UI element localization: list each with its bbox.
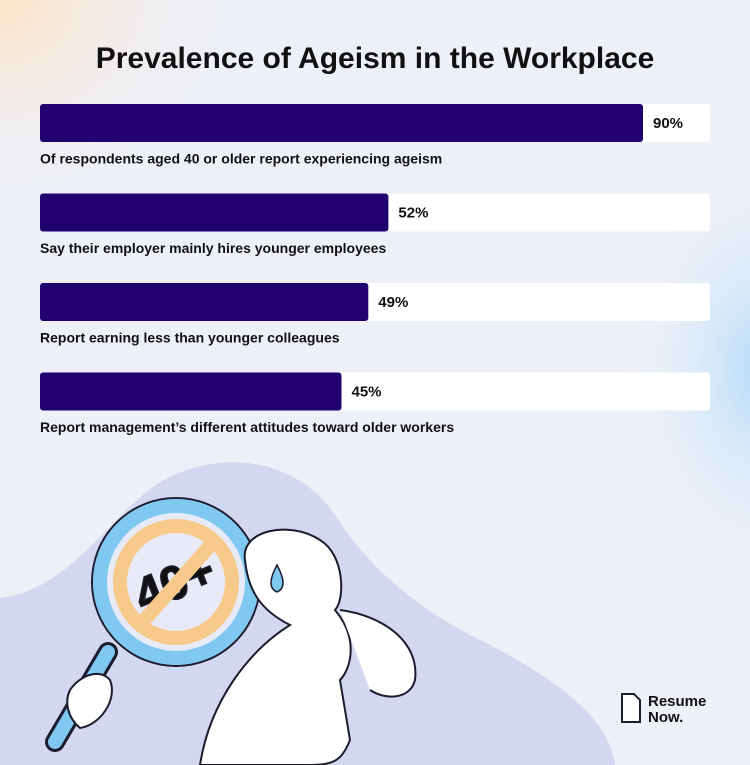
bar-chart: 90% Of respondents aged 40 or older repor… <box>40 104 710 435</box>
logo-text: Now. <box>648 709 683 726</box>
bar <box>40 193 389 232</box>
tear <box>270 563 284 593</box>
ponytail <box>339 609 417 698</box>
category-label: Report management’s different attitudes … <box>40 419 454 435</box>
person <box>198 528 352 765</box>
bar <box>40 372 342 411</box>
category-label: Of respondents aged 40 or older report e… <box>40 151 442 167</box>
value-label: 90% <box>653 115 683 132</box>
bar <box>40 283 369 321</box>
hand <box>66 672 113 730</box>
prohibit-slash <box>134 535 221 630</box>
value-label: 45% <box>352 383 382 400</box>
value-label: 49% <box>378 294 408 311</box>
chart-title: Prevalence of Ageism in the Workplace <box>96 42 655 75</box>
prohibit-ring <box>113 519 239 645</box>
logo-icon <box>621 693 641 723</box>
illustration: 40+ <box>0 462 615 765</box>
value-label: 52% <box>398 204 428 221</box>
logo: Resume Now. <box>621 693 706 726</box>
category-label: Report earning less than younger colleag… <box>40 330 340 346</box>
category-label: Say their employer mainly hires younger … <box>40 240 386 256</box>
logo-text: Resume <box>648 693 706 710</box>
bar <box>40 104 643 142</box>
